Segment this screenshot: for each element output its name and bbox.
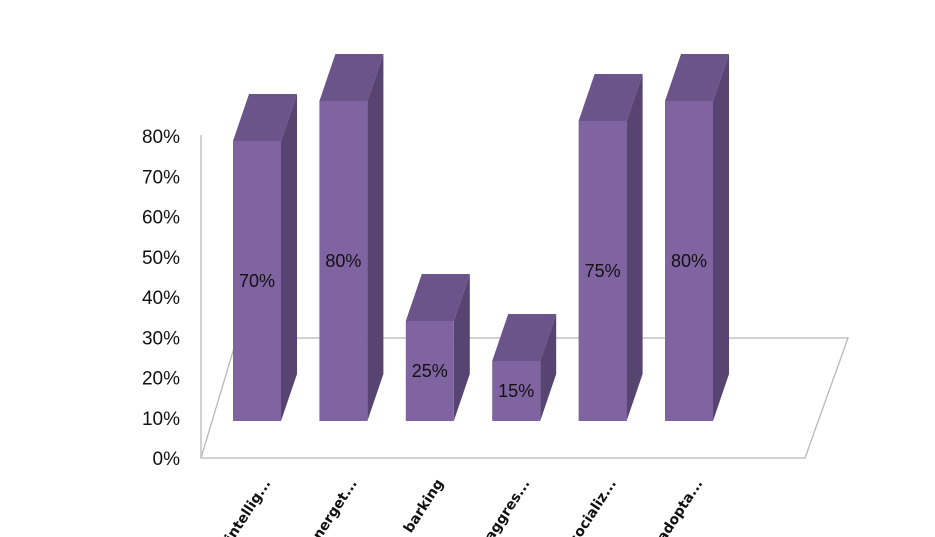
y-tick-label: 0% — [153, 449, 181, 470]
bar-top-face — [665, 54, 729, 101]
bar — [233, 94, 297, 421]
bar-top-face — [233, 94, 297, 141]
y-tick-label: 60% — [142, 208, 180, 229]
x-axis-category-labels: intellig... energet... barking aggres... soc… — [222, 476, 706, 537]
data-label: 70% — [239, 271, 275, 291]
bar-front-face — [665, 101, 713, 421]
bar-top-face — [405, 274, 470, 321]
y-tick-label: 50% — [142, 248, 180, 269]
y-tick-label: 10% — [142, 409, 180, 430]
data-label: 15% — [498, 381, 534, 401]
data-label: 80% — [325, 251, 361, 271]
bar-top-face — [578, 74, 643, 121]
x-category-label: intellig... — [222, 476, 274, 537]
x-category-label: energet... — [305, 476, 361, 537]
data-label: 25% — [412, 361, 448, 381]
bar-side-face — [281, 94, 297, 421]
bar — [578, 74, 643, 421]
bar-side-face — [626, 74, 643, 421]
bar-side-face — [453, 274, 470, 421]
bar-side-face — [540, 314, 557, 421]
bar-side-face — [713, 54, 729, 421]
chart-floor — [200, 135, 849, 459]
bar-front-face — [233, 141, 281, 421]
x-category-label: socializ... — [566, 476, 620, 537]
bars: 70% 80% 25% 15% 75% 80% — [233, 54, 729, 421]
y-tick-label: 20% — [142, 369, 180, 390]
bar-side-face — [367, 54, 384, 421]
data-label: 80% — [671, 251, 707, 271]
bar — [492, 314, 557, 421]
bar-front-face — [319, 101, 368, 421]
bar — [405, 274, 470, 421]
bar — [319, 54, 384, 421]
x-category-label: adopta... — [654, 476, 706, 537]
y-tick-label: 40% — [142, 288, 180, 309]
bar-top-face — [492, 314, 557, 361]
data-label: 75% — [585, 261, 621, 281]
y-axis-tick-labels: 0% 10% 20% 30% 40% 50% 60% 70% 80% — [142, 127, 180, 470]
y-tick-label: 70% — [142, 167, 180, 188]
x-category-label: aggres... — [482, 476, 534, 537]
y-tick-label: 30% — [142, 328, 180, 349]
chart-floor-outline — [200, 337, 849, 459]
bar-top-face — [319, 54, 384, 101]
bar-front-face — [492, 361, 541, 421]
x-category-label: barking — [401, 476, 447, 535]
y-tick-label: 80% — [142, 127, 180, 148]
bar — [665, 54, 729, 421]
bar-front-face — [405, 321, 454, 421]
bar-front-face — [578, 121, 627, 421]
